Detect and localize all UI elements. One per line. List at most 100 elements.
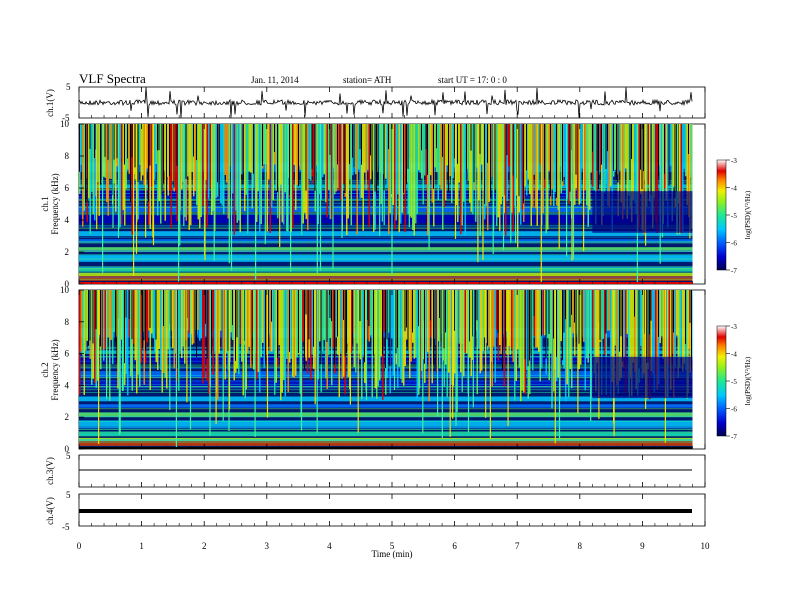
spectral-streak bbox=[248, 290, 250, 347]
spectral-streak bbox=[212, 290, 214, 375]
dark-streak bbox=[673, 290, 674, 333]
dark-streak bbox=[169, 124, 170, 177]
dark-streak bbox=[149, 124, 151, 166]
dark-streak bbox=[473, 290, 475, 348]
spectral-streak bbox=[197, 124, 199, 220]
spectral-streak bbox=[359, 290, 361, 360]
dark-streak bbox=[631, 124, 632, 159]
spectral-streak bbox=[626, 124, 628, 219]
dark-streak bbox=[95, 124, 97, 150]
dark-streak bbox=[193, 124, 194, 157]
spectral-streak bbox=[334, 124, 336, 195]
spectral-streak bbox=[407, 124, 409, 214]
spectral-streak bbox=[601, 290, 603, 395]
dark-streak bbox=[134, 124, 136, 168]
spectral-streak bbox=[188, 290, 190, 334]
spectral-streak bbox=[241, 124, 243, 175]
spectral-streak bbox=[311, 290, 313, 355]
dark-streak bbox=[445, 290, 446, 333]
spectral-streak bbox=[140, 124, 142, 181]
spectral-streak bbox=[130, 290, 132, 377]
spectral-streak bbox=[413, 290, 415, 359]
spectral-streak bbox=[631, 124, 633, 223]
spectral-streak bbox=[509, 290, 511, 355]
spectral-streak bbox=[604, 124, 606, 193]
spectral-streak bbox=[451, 290, 453, 385]
spectral-streak bbox=[149, 124, 151, 229]
dark-streak bbox=[562, 290, 563, 361]
spectral-streak bbox=[518, 290, 520, 368]
spectral-streak bbox=[536, 124, 538, 226]
spectral-streak bbox=[203, 290, 205, 378]
dark-streak bbox=[629, 124, 631, 180]
spectral-streak bbox=[458, 124, 460, 183]
spectral-streak bbox=[148, 290, 150, 331]
spectral-streak bbox=[377, 290, 379, 387]
spectral-streak bbox=[281, 290, 283, 393]
dark-streak bbox=[304, 290, 305, 370]
spectral-streak bbox=[256, 290, 258, 380]
spectral-streak bbox=[160, 124, 162, 224]
dark-streak bbox=[173, 124, 175, 188]
spectral-streak bbox=[560, 290, 562, 342]
spectral-streak bbox=[235, 124, 237, 211]
spectral-streak bbox=[97, 290, 99, 381]
spectral-streak bbox=[319, 124, 321, 195]
spectral-streak bbox=[178, 290, 180, 391]
spectral-streak bbox=[272, 290, 274, 351]
ch1-colorbar-label: log(PSD)(V²/Hz) bbox=[744, 190, 752, 239]
spectral-streak bbox=[209, 124, 211, 189]
dark-streak bbox=[403, 124, 404, 194]
xtick-label: 10 bbox=[701, 541, 711, 551]
dark-streak bbox=[376, 124, 377, 194]
spectral-streak bbox=[214, 290, 216, 351]
spectral-streak bbox=[326, 124, 328, 218]
spectral-streak bbox=[470, 290, 472, 377]
spectral-streak bbox=[656, 124, 658, 233]
spectral-streak bbox=[133, 290, 135, 345]
dark-streak bbox=[86, 124, 88, 203]
spectral-streak bbox=[439, 124, 441, 185]
spectral-streak bbox=[193, 124, 195, 197]
spectral-streak bbox=[491, 290, 493, 387]
dark-streak bbox=[374, 124, 376, 192]
dark-streak bbox=[658, 290, 659, 337]
spectral-streak bbox=[400, 290, 402, 379]
spectral-streak bbox=[446, 290, 448, 398]
start-time-label: start UT = 17: 0 : 0 bbox=[438, 75, 507, 85]
spectral-streak bbox=[173, 290, 175, 369]
spectral-streak bbox=[676, 290, 678, 336]
spectral-streak bbox=[514, 290, 516, 401]
dark-streak bbox=[95, 290, 97, 330]
spectral-streak bbox=[670, 290, 672, 390]
dark-streak bbox=[128, 290, 130, 319]
spectral-streak bbox=[221, 124, 223, 206]
spectral-streak bbox=[683, 290, 685, 364]
spectral-streak bbox=[586, 290, 588, 359]
dark-streak bbox=[487, 290, 488, 346]
spectral-streak bbox=[139, 290, 141, 387]
xtick-label: 3 bbox=[265, 541, 270, 551]
spectral-streak bbox=[380, 124, 382, 204]
spectral-streak bbox=[491, 124, 493, 178]
spectral-streak bbox=[574, 290, 576, 356]
spectral-streak bbox=[322, 290, 324, 352]
spectral-streak bbox=[463, 124, 465, 202]
dark-streak bbox=[406, 290, 407, 328]
spectral-streak bbox=[551, 124, 553, 189]
spectral-streak bbox=[547, 290, 549, 339]
spectral-streak bbox=[356, 290, 358, 344]
spectral-streak bbox=[682, 290, 684, 372]
spectral-streak bbox=[392, 290, 394, 376]
spectral-streak bbox=[667, 124, 669, 228]
spectral-streak bbox=[574, 124, 576, 205]
dark-streak bbox=[502, 290, 503, 370]
dark-streak bbox=[649, 290, 650, 335]
spectral-streak bbox=[226, 290, 228, 353]
frequency-band bbox=[79, 231, 693, 236]
spectral-streak bbox=[553, 124, 555, 206]
spectral-streak bbox=[548, 290, 550, 381]
ch1-spec-yticks: 0 2 4 6 8 10 bbox=[60, 119, 84, 289]
ch4-waveform-ylabel: ch.4(V) bbox=[45, 497, 55, 525]
spectral-streak bbox=[295, 290, 297, 376]
